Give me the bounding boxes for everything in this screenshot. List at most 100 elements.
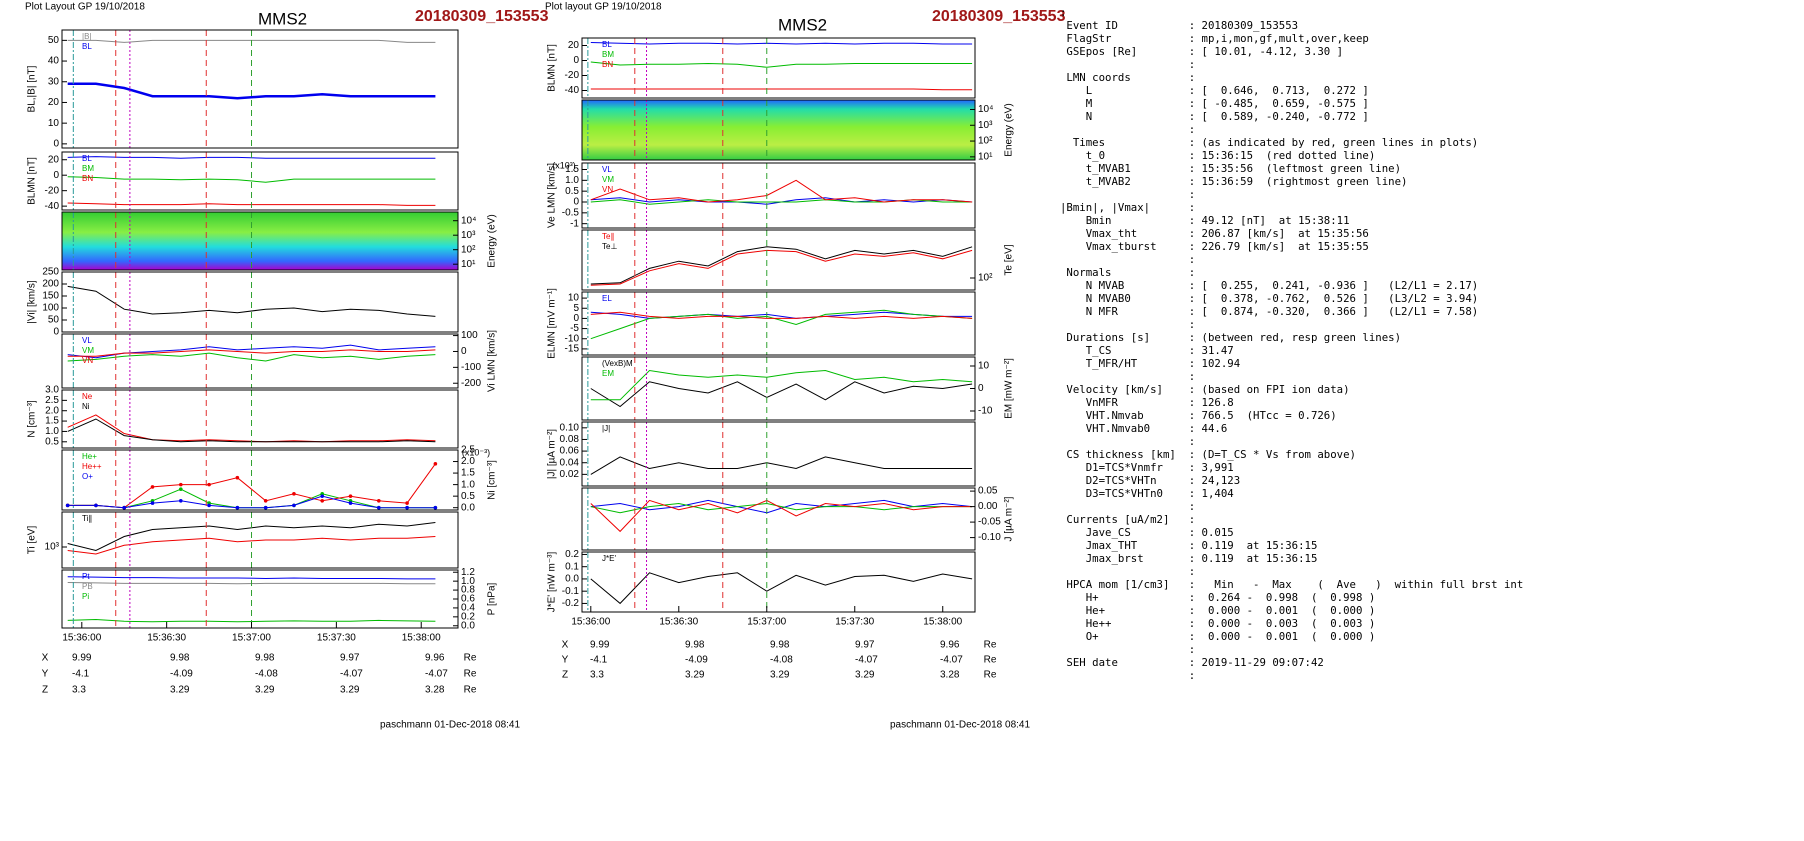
data-point bbox=[207, 503, 211, 508]
series-line bbox=[67, 285, 436, 317]
ephemeris-cell: -4.08 bbox=[770, 655, 793, 666]
legend-entry: BN bbox=[82, 174, 93, 183]
y-tick-label: 20 bbox=[48, 154, 60, 165]
data-point bbox=[179, 482, 183, 487]
y-tick-label: 1.2 bbox=[461, 567, 475, 578]
legend-entry: Ne bbox=[82, 392, 93, 401]
data-point bbox=[235, 505, 240, 510]
legend-entry: BL bbox=[82, 154, 92, 163]
info-line: t_MVAB2 : 15:36:59 (rightmost green line… bbox=[1060, 175, 1407, 188]
y-tick-label: 0.06 bbox=[560, 446, 580, 457]
data-point bbox=[320, 498, 325, 503]
legend-entry: VN bbox=[602, 185, 613, 194]
panel: |B|BL 0 10 20 30 40 50 BL,|B| [nT] bbox=[27, 29, 459, 150]
data-point bbox=[263, 498, 268, 503]
ephemeris-cell: 3.29 bbox=[340, 685, 360, 696]
legend-entry: VL bbox=[82, 336, 92, 345]
y-axis-label: BL,|B| [nT] bbox=[27, 65, 38, 112]
y-tick-label: -0.1 bbox=[562, 586, 580, 597]
x-tick-label: 15:37:30 bbox=[317, 633, 356, 644]
panel: 0.05 0.00 -0.05 -0.10 J [µA m⁻²] bbox=[581, 486, 1015, 551]
panel-frame bbox=[61, 151, 459, 211]
data-point bbox=[150, 485, 155, 489]
panel: (VexB)MEM -10 0 10 EM [mW m⁻²] bbox=[581, 356, 1015, 421]
y-tick-label: 5 bbox=[573, 303, 579, 314]
info-line: : bbox=[1060, 500, 1195, 513]
y-tick-label: 0.2 bbox=[565, 549, 579, 560]
ephemeris-cell: 9.96 bbox=[425, 653, 445, 664]
ephemeris-cell: 3.29 bbox=[855, 670, 875, 681]
series-line bbox=[590, 246, 973, 285]
ephemeris-cell: -4.1 bbox=[72, 669, 90, 680]
legend-entry: Te⊥ bbox=[602, 242, 617, 251]
info-line: Jave_CS : 0.015 bbox=[1060, 526, 1234, 539]
legend-entry: BM bbox=[602, 50, 614, 59]
y-tick-label: -10 bbox=[565, 333, 580, 344]
y-tick-label: 10³ bbox=[45, 542, 60, 553]
series-line bbox=[67, 463, 436, 509]
info-line: Vmax_tht : 206.87 [km/s] at 15:35:56 bbox=[1060, 227, 1369, 240]
y-axis-label: EM [mW m⁻²] bbox=[1004, 358, 1015, 419]
legend-entry: Pi bbox=[82, 592, 89, 601]
y-axis-label: |J| [µA m⁻²] bbox=[547, 429, 558, 479]
info-line: N MVAB0 : [ 0.378, -0.762, 0.526 ] (L3/L… bbox=[1060, 292, 1478, 305]
info-line: FlagStr : mp,i,mon,gf,mult,over,keep bbox=[1060, 32, 1369, 45]
series-line bbox=[590, 572, 973, 605]
y-axis-label: Ni [cm⁻³] bbox=[487, 460, 498, 500]
y-axis-label: Energy (eV) bbox=[1004, 103, 1015, 156]
data-point bbox=[433, 505, 438, 510]
y-axis-label: J*E' [nW m⁻³] bbox=[547, 552, 558, 613]
ephemeris-cell: 3.29 bbox=[255, 685, 275, 696]
y-tick-label: 0.6 bbox=[461, 594, 475, 605]
data-point bbox=[348, 494, 353, 498]
info-line: He++ : 0.000 - 0.003 ( 0.003 ) bbox=[1060, 617, 1375, 630]
x-tick-label: 15:36:00 bbox=[62, 633, 101, 644]
legend-entry: O+ bbox=[82, 472, 93, 481]
y-tick-label: -0.5 bbox=[562, 207, 580, 218]
y-tick-label: 20 bbox=[568, 40, 580, 51]
series-line bbox=[590, 42, 973, 45]
y-tick-label: 10⁴ bbox=[461, 215, 476, 226]
legend-entry: Ni bbox=[82, 402, 90, 411]
series-line bbox=[590, 499, 973, 533]
x-tick-label: 15:38:00 bbox=[923, 617, 962, 628]
y-tick-label: 1.5 bbox=[565, 164, 579, 175]
plot-header: Plot layout GP 19/10/2018 bbox=[545, 2, 662, 13]
y-tick-label: 0.0 bbox=[461, 620, 475, 631]
y-tick-label: 50 bbox=[48, 315, 60, 326]
y-tick-label: -0.2 bbox=[562, 598, 580, 609]
data-point bbox=[179, 487, 183, 492]
ephemeris-cell: 3.29 bbox=[685, 670, 705, 681]
panel-frame bbox=[581, 229, 976, 291]
series-line bbox=[590, 249, 973, 286]
data-point bbox=[179, 498, 183, 503]
ephemeris-cell: Y bbox=[42, 669, 49, 680]
ephemeris-cell: 3.29 bbox=[170, 685, 190, 696]
ephemeris-cell: Re bbox=[984, 655, 997, 666]
y-tick-label: 150 bbox=[42, 291, 59, 302]
y-tick-label: 0 bbox=[461, 346, 467, 357]
y-tick-label: 2.0 bbox=[461, 456, 475, 467]
ephemeris-cell: -4.07 bbox=[940, 655, 963, 666]
series-line bbox=[67, 176, 436, 183]
ephemeris-cell: 9.99 bbox=[72, 653, 92, 664]
y-tick-label: 0 bbox=[53, 139, 59, 150]
ephemeris-cell: Re bbox=[464, 685, 477, 696]
legend-entry: EL bbox=[602, 294, 612, 303]
series-line bbox=[590, 179, 973, 203]
info-line: VHT.Nmvab : 766.5 (HTcc = 0.726) bbox=[1060, 409, 1337, 422]
ephemeris-cell: 9.98 bbox=[255, 653, 275, 664]
info-line: : bbox=[1060, 253, 1195, 266]
y-tick-label: 50 bbox=[48, 35, 60, 46]
series-line bbox=[67, 536, 436, 555]
legend-entry: EM bbox=[602, 369, 614, 378]
y-tick-label: -100 bbox=[461, 362, 481, 373]
ephemeris-cell: 9.97 bbox=[855, 640, 875, 651]
ephemeris-cell: Re bbox=[464, 653, 477, 664]
ephemeris-cell: Y bbox=[562, 655, 569, 666]
legend-entry: VL bbox=[602, 165, 612, 174]
y-tick-label: 1.0 bbox=[461, 576, 475, 587]
